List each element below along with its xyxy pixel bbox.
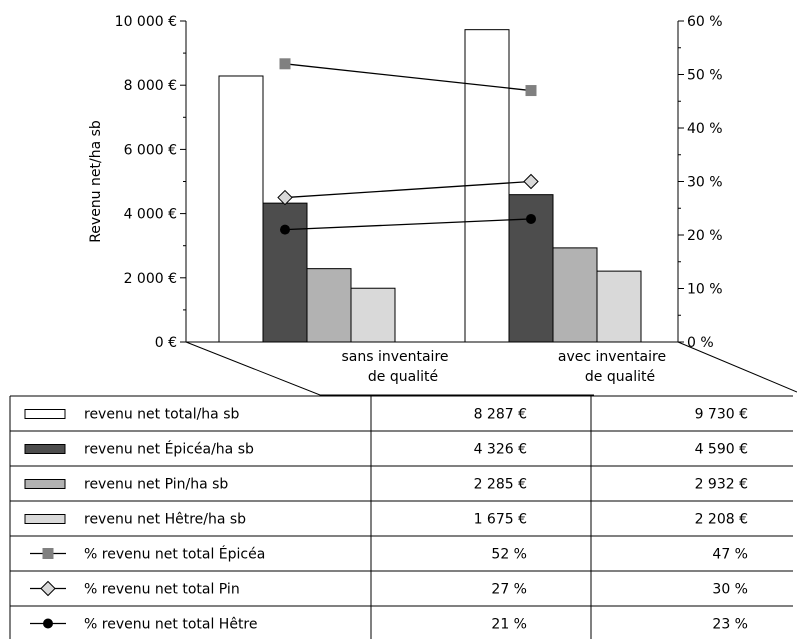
table-value: 2 285 € bbox=[474, 477, 527, 493]
marker-square bbox=[279, 58, 291, 70]
marker-circle bbox=[280, 224, 290, 235]
legend-swatch bbox=[24, 514, 66, 524]
y-left-tick-label: 2 000 € bbox=[124, 271, 177, 287]
table-row: revenu net total/ha sb 8 287 € 9 730 € bbox=[24, 407, 748, 423]
table-row: % revenu net total Pin 27 % 30 % bbox=[30, 580, 748, 598]
legend-entry: % revenu net total Épicéa bbox=[84, 546, 265, 563]
floor-edge-right bbox=[677, 341, 797, 393]
bar bbox=[262, 202, 308, 343]
table-value: 9 730 € bbox=[695, 407, 748, 423]
table-value: 1 675 € bbox=[474, 512, 527, 528]
table-value: 8 287 € bbox=[474, 407, 527, 423]
bar bbox=[552, 247, 598, 343]
category-label: avec inventaire bbox=[558, 349, 666, 365]
y-axis-title: Revenu net/ha sb bbox=[88, 120, 104, 243]
table-value: 2 208 € bbox=[695, 512, 748, 528]
y-right-tick-label: 0 % bbox=[687, 335, 714, 351]
category-label: sans inventaire bbox=[341, 349, 448, 365]
legend-marker-diamond bbox=[40, 580, 56, 597]
legend-marker-square bbox=[42, 548, 54, 559]
lines bbox=[277, 58, 539, 235]
y-left-tick-label: 10 000 € bbox=[115, 14, 177, 30]
category-label: de qualité bbox=[585, 369, 655, 385]
legend-entry: revenu net Épicéa/ha sb bbox=[84, 441, 254, 458]
table-row: revenu net Hêtre/ha sb 1 675 € 2 208 € bbox=[24, 512, 748, 528]
table-row: revenu net Épicéa/ha sb 4 326 € 4 590 € bbox=[24, 441, 748, 458]
table-row: % revenu net total Épicéa 52 % 47 % bbox=[30, 546, 748, 563]
marker-diamond bbox=[523, 173, 539, 190]
table-value: 2 932 € bbox=[695, 477, 748, 493]
table-value: 47 % bbox=[712, 547, 748, 563]
category-label: de qualité bbox=[368, 369, 438, 385]
legend-entry: revenu net Pin/ha sb bbox=[84, 477, 228, 493]
table-value: 4 326 € bbox=[474, 442, 527, 458]
chart-axes: 0 € 2 000 € 4 000 € 6 000 € 8 000 € 10 000 € 0… bbox=[88, 14, 723, 351]
table-value: 30 % bbox=[712, 582, 748, 598]
table-row: revenu net Pin/ha sb 2 285 € 2 932 € bbox=[24, 477, 748, 493]
y-left-tick-label: 4 000 € bbox=[124, 207, 177, 223]
y-left-tick-label: 6 000 € bbox=[124, 142, 177, 158]
legend-entry: revenu net Hêtre/ha sb bbox=[84, 512, 246, 528]
data-table: revenu net total/ha sb 8 287 €9 730 €reve… bbox=[9, 395, 793, 639]
series-line bbox=[284, 218, 532, 231]
y-left-tick-label: 8 000 € bbox=[124, 78, 177, 94]
legend-marker-circle bbox=[43, 618, 53, 629]
marker-circle bbox=[526, 213, 536, 224]
bar bbox=[350, 287, 396, 343]
table-value: 52 % bbox=[491, 547, 527, 563]
marker-diamond bbox=[277, 189, 293, 206]
bar bbox=[218, 75, 264, 343]
y-right-tick-label: 10 % bbox=[687, 282, 723, 298]
legend-swatch bbox=[24, 444, 66, 454]
table-value: 27 % bbox=[491, 582, 527, 598]
y-right-tick-label: 20 % bbox=[687, 228, 723, 244]
table-value: 23 % bbox=[712, 617, 748, 633]
bar bbox=[306, 268, 352, 343]
y-right-tick-label: 40 % bbox=[687, 121, 723, 137]
legend-entry: % revenu net total Hêtre bbox=[84, 617, 258, 633]
table-value: 4 590 € bbox=[695, 442, 748, 458]
floor-edge-left bbox=[185, 341, 594, 396]
y-left-tick-label: 0 € bbox=[155, 335, 177, 351]
legend-swatch bbox=[24, 479, 66, 489]
category-labels: sans inventaire de qualité avec inventaire… bbox=[341, 349, 666, 385]
chart-floor bbox=[185, 341, 797, 396]
y-right-tick-label: 30 % bbox=[687, 175, 723, 191]
legend-entry: % revenu net total Pin bbox=[84, 582, 240, 598]
bars bbox=[218, 29, 642, 343]
legend-entry: revenu net total/ha sb bbox=[84, 407, 240, 423]
legend-swatch bbox=[24, 409, 66, 419]
y-right-tick-label: 50 % bbox=[687, 68, 723, 84]
series-line bbox=[284, 63, 532, 92]
bar bbox=[596, 270, 642, 343]
series-line bbox=[284, 180, 532, 199]
table-row: % revenu net total Hêtre 21 % 23 % bbox=[30, 617, 748, 633]
y-right-tick-label: 60 % bbox=[687, 14, 723, 30]
table-value: 21 % bbox=[491, 617, 527, 633]
marker-square bbox=[525, 85, 537, 97]
